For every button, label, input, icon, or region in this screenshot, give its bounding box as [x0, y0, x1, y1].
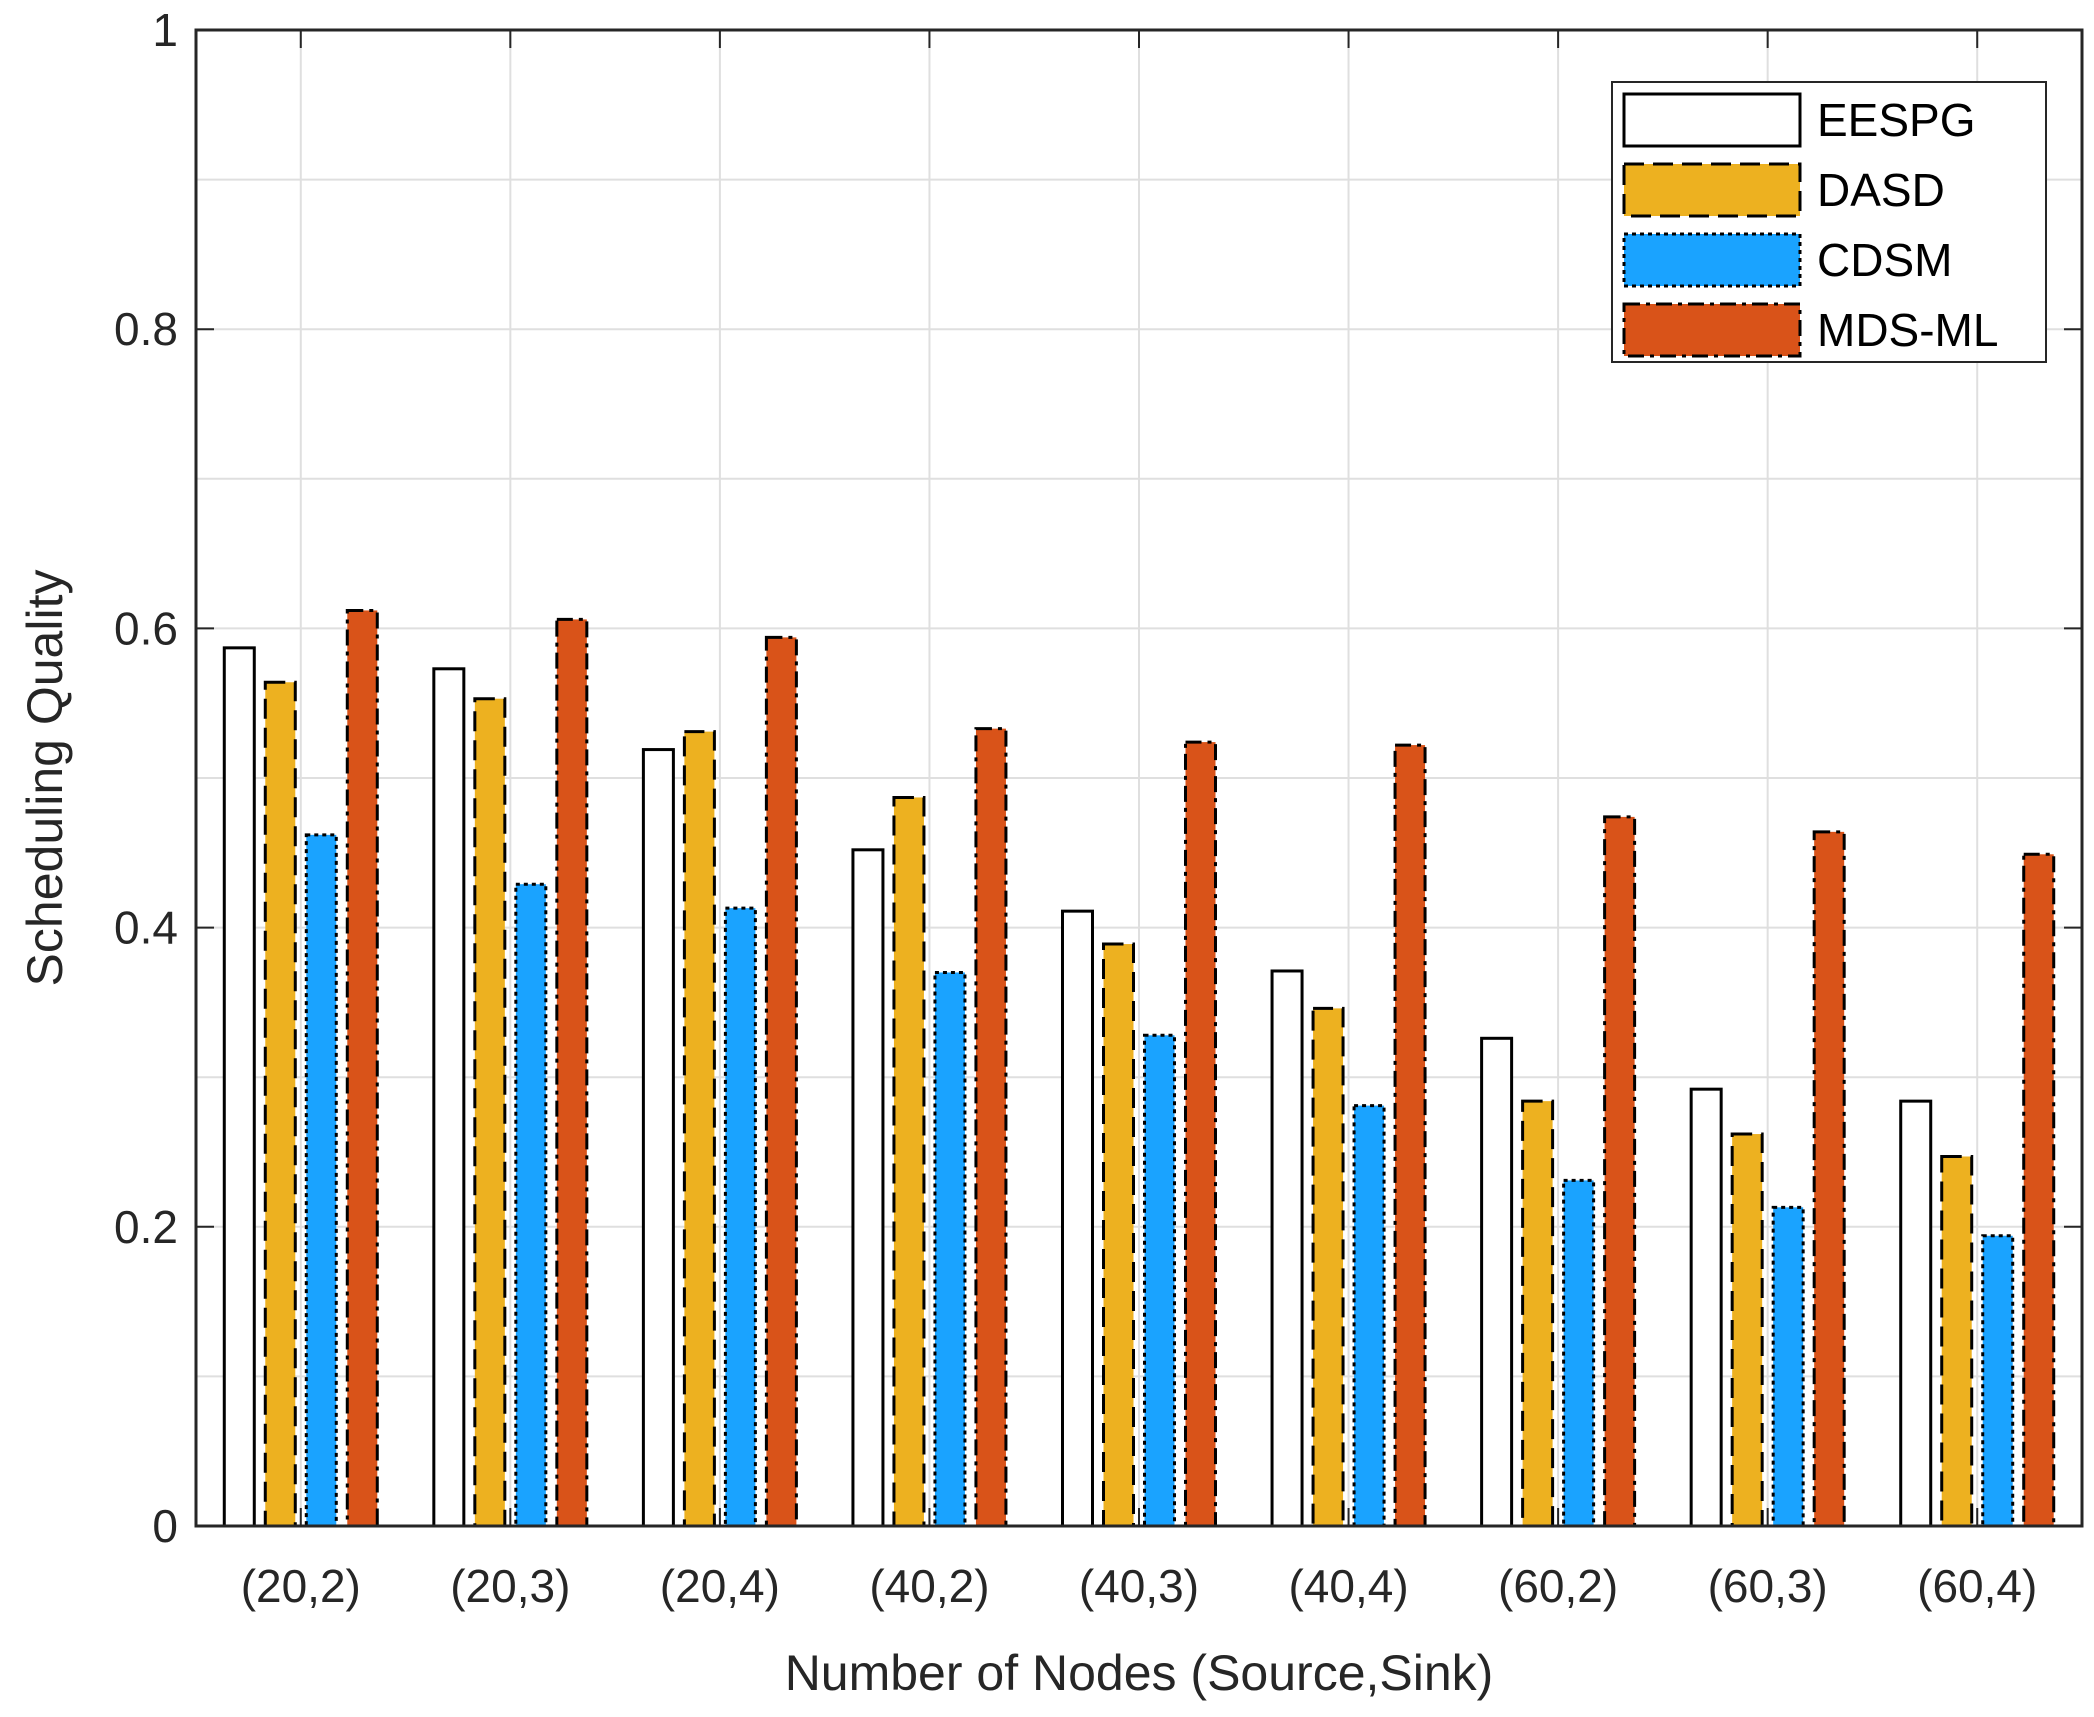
bar-eespg-5: [1061, 909, 1094, 1528]
bar-dasd-2: [473, 697, 507, 1528]
bar-dasd-5: [1102, 942, 1135, 1528]
legend-label-cdsm: CDSM: [1817, 234, 1952, 286]
bar-cdsm-8: [1771, 1205, 1805, 1528]
bar-dasd-8: [1730, 1132, 1764, 1528]
bar-dasd-7: [1521, 1099, 1555, 1528]
legend-label-eespg: EESPG: [1817, 94, 1976, 146]
bar-cdsm-1: [304, 833, 338, 1528]
bar-cdsm-5: [1143, 1033, 1176, 1528]
bar-eespg-3: [641, 748, 675, 1528]
grid-lines: [196, 30, 2082, 1526]
x-tick-labels: (20,2) (20,3) (20,4) (40,2) (40,3) (40,4) (60,…: [241, 1560, 2038, 1612]
bar-cdsm-2: [514, 882, 548, 1528]
x-tick-label: (20,4): [660, 1560, 780, 1612]
x-tick-label: (40,2): [869, 1560, 989, 1612]
bar-dasd-4: [892, 795, 926, 1528]
legend-label-dasd: DASD: [1817, 164, 1945, 216]
bar-cdsm-7: [1562, 1178, 1596, 1528]
x-axis-label: Number of Nodes (Source,Sink): [785, 1645, 1494, 1701]
y-tick-labels: 0 0.2 0.4 0.6 0.8 1: [114, 4, 178, 1552]
legend: EESPG DASD CDSM MDS-ML: [1611, 81, 2047, 363]
bar-cdsm-6: [1352, 1104, 1386, 1528]
bar-mds-ml-7: [1603, 815, 1637, 1528]
y-tick-label: 0: [152, 1500, 178, 1552]
bar-eespg-1: [222, 646, 256, 1528]
y-tick-label: 1: [152, 4, 178, 56]
bar-eespg-4: [851, 848, 885, 1528]
x-tick-label: (60,4): [1917, 1560, 2037, 1612]
bar-eespg-9: [1899, 1099, 1933, 1528]
y-tick-label: 0.2: [114, 1201, 178, 1253]
bar-dasd-6: [1311, 1006, 1345, 1528]
bar-mds-ml-3: [764, 635, 798, 1528]
y-tick-label: 0.6: [114, 602, 178, 654]
bar-mds-ml-6: [1393, 743, 1427, 1528]
legend-swatch-cdsm: [1622, 232, 1802, 288]
axis-ticks: [196, 29, 2082, 1527]
y-tick-label: 0.4: [114, 902, 178, 954]
x-tick-label: (60,2): [1498, 1560, 1618, 1612]
x-tick-label: (60,3): [1708, 1560, 1828, 1612]
legend-swatch-mds-ml: [1622, 302, 1802, 358]
bar-cdsm-3: [723, 906, 757, 1528]
bar-eespg-6: [1270, 969, 1304, 1528]
bar-mds-ml-1: [345, 608, 379, 1528]
bar-eespg-7: [1480, 1036, 1514, 1528]
x-tick-label: (40,4): [1288, 1560, 1408, 1612]
bar-dasd-1: [263, 680, 297, 1528]
bar-mds-ml-8: [1812, 830, 1846, 1528]
y-tick-label: 0.8: [114, 303, 178, 355]
bar-dasd-9: [1940, 1154, 1974, 1528]
legend-swatch-eespg: [1622, 92, 1802, 148]
legend-swatch-dasd: [1622, 162, 1802, 218]
x-tick-label: (20,2): [241, 1560, 361, 1612]
y-axis-label: Scheduling Quality: [17, 570, 73, 987]
bar-eespg-2: [432, 667, 466, 1528]
bar-dasd-3: [682, 730, 716, 1528]
bar-cdsm-4: [933, 970, 967, 1528]
bar-mds-ml-4: [974, 727, 1008, 1528]
legend-label-mds-ml: MDS-ML: [1817, 304, 1998, 356]
bar-eespg-8: [1689, 1087, 1723, 1528]
bar-cdsm-9: [1981, 1234, 2015, 1528]
bar-mds-ml-9: [2022, 852, 2056, 1528]
bar-mds-ml-5: [1184, 740, 1217, 1528]
x-tick-label: (40,3): [1079, 1560, 1199, 1612]
bar-mds-ml-2: [555, 617, 589, 1528]
bars-group: [222, 608, 2056, 1528]
x-tick-label: (20,3): [450, 1560, 570, 1612]
